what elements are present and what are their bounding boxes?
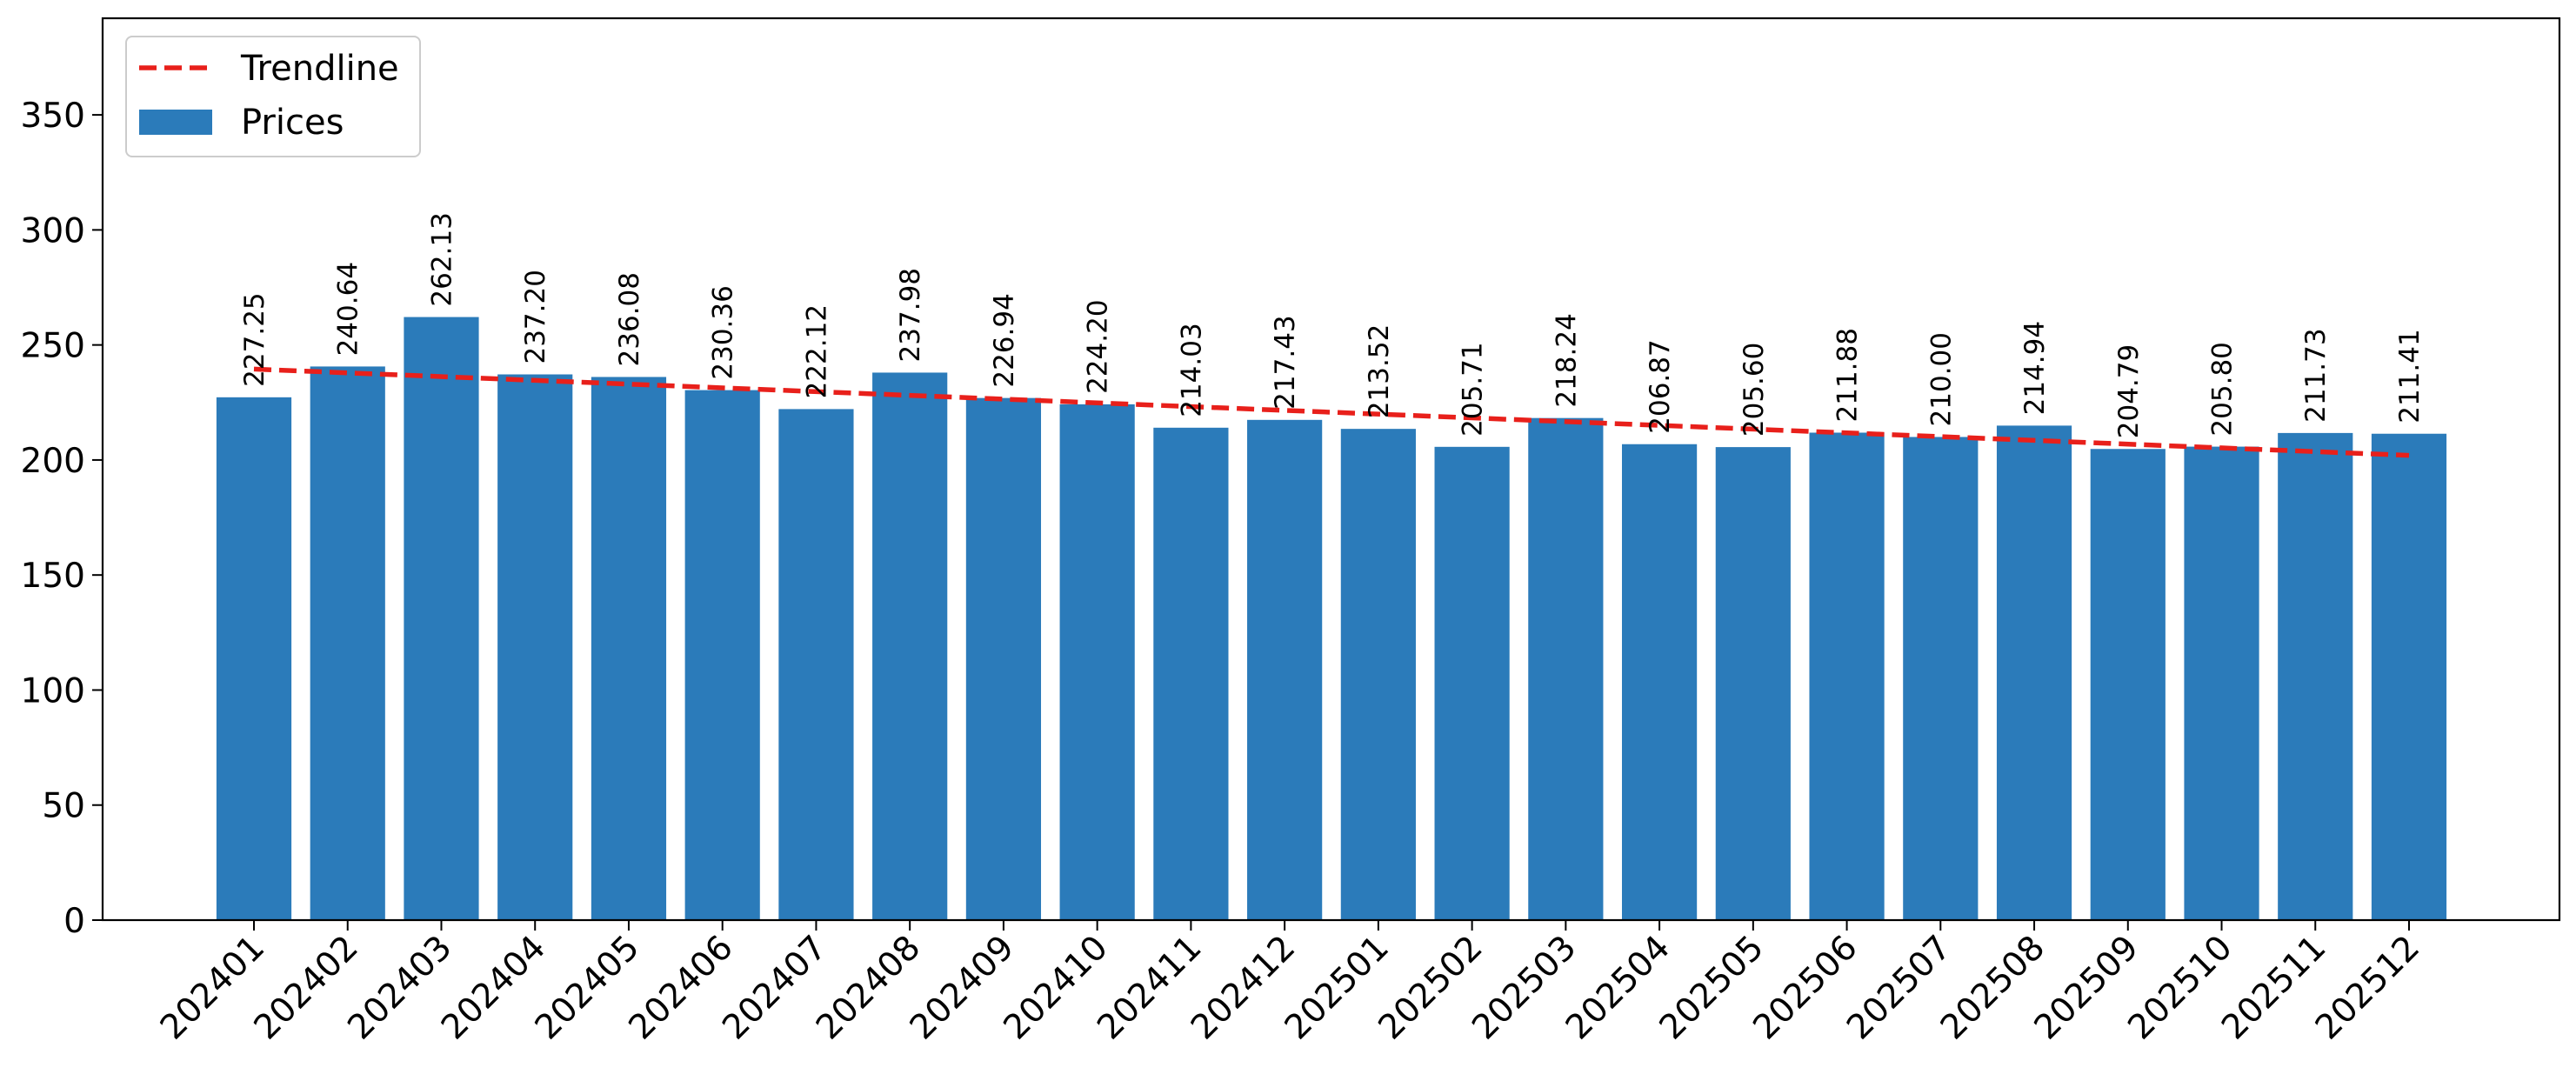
legend-swatch-prices [139,110,212,135]
x-tick-label: 202505 [1652,928,1772,1047]
x-tick-label: 202404 [434,928,553,1047]
y-tick-label: 150 [21,557,85,596]
x-tick-label: 202408 [809,928,928,1047]
bar-202502 [1434,446,1510,920]
data-label-202409: 226.94 [989,293,1020,387]
x-tick-label: 202512 [2308,928,2427,1047]
y-tick-label: 250 [21,327,85,366]
x-tick-label: 202504 [1558,928,1678,1047]
bar-202411 [1153,427,1229,920]
data-label-202407: 222.12 [801,304,832,398]
trendline-layer [253,366,2410,458]
x-tick-label: 202508 [1933,928,2052,1047]
x-tick-label: 202507 [1839,928,1959,1047]
data-label-202412: 217.43 [1270,315,1301,409]
bar-202507 [1903,437,1979,920]
bar-202407 [778,409,854,920]
data-label-202512: 211.41 [2394,329,2426,423]
bar-202406 [684,390,760,921]
bar-202405 [591,377,667,920]
data-label-202505: 205.60 [1738,343,1770,437]
x-tick-label: 202403 [340,928,459,1047]
data-label-202508: 214.94 [2019,321,2051,415]
x-tick-label: 202410 [997,928,1116,1047]
x-tick-label: 202411 [1090,928,1209,1047]
data-label-202408: 237.98 [895,268,926,362]
bar-202501 [1340,429,1416,920]
bar-202505 [1715,447,1791,920]
x-tick-label: 202503 [1465,928,1584,1047]
plot-frame [101,17,2561,922]
bar-202506 [1809,432,1885,920]
data-label-202410: 224.20 [1083,299,1114,393]
x-tick-label: 202511 [2214,928,2333,1047]
bar-202402 [310,366,385,921]
x-tick-label: 202407 [715,928,834,1047]
x-tick-label: 202509 [2027,928,2146,1047]
legend-label-trendline: Trendline [240,49,399,89]
x-tick-label: 202409 [903,928,1022,1047]
bar-202511 [2278,432,2353,921]
data-label-202404: 237.20 [520,270,551,364]
bar-202503 [1528,417,1604,920]
bar-202512 [2371,433,2447,920]
trendline [253,366,2410,458]
bar-202504 [1621,444,1698,921]
x-tick-label: 202506 [1746,928,1865,1047]
bar-202408 [872,372,948,920]
legend: Trendline Prices [125,36,421,157]
data-label-202502: 205.71 [1458,342,1489,436]
data-label-202504: 206.87 [1645,339,1676,433]
x-tick-label: 202502 [1371,928,1491,1047]
x-tick-label: 202412 [1184,928,1303,1047]
data-label-202506: 211.88 [1832,328,1864,422]
bar-202509 [2090,449,2166,920]
data-label-202501: 213.52 [1364,324,1395,418]
y-tick-label: 50 [42,787,85,826]
x-tick-label: 202402 [247,928,366,1047]
y-axis: 0 50 100 150 200 250 300 350 [21,97,103,941]
bar-202409 [965,397,1042,920]
data-label-202507: 210.00 [1925,332,1957,426]
x-tick-label: 202405 [528,928,647,1047]
y-tick-label: 0 [63,902,85,941]
bar-202403 [404,317,479,920]
x-tick-label: 202501 [1278,928,1397,1047]
y-tick-label: 300 [21,211,85,250]
data-label-202411: 214.03 [1176,323,1207,417]
x-tick-label: 202406 [622,928,741,1047]
x-axis: 2024012024022024032024042024052024062024… [153,920,2427,1047]
x-tick-label: 202401 [153,928,272,1047]
legend-label-prices: Prices [241,103,344,143]
data-label-202511: 211.73 [2300,328,2332,422]
data-label-202403: 262.13 [426,212,457,306]
y-tick-label: 200 [21,442,85,481]
bar-202404 [497,374,573,921]
bar-202510 [2184,446,2259,920]
bar-202508 [1996,425,2072,920]
y-tick-label: 350 [21,97,85,136]
data-label-202406: 230.36 [708,285,739,379]
bars-layer [216,317,2447,921]
bar-202412 [1247,419,1323,920]
data-label-202402: 240.64 [333,262,364,356]
data-label-202509: 204.79 [2113,344,2145,438]
y-tick-label: 100 [21,671,85,711]
data-label-202401: 227.25 [239,292,270,386]
data-label-202510: 205.80 [2207,342,2239,436]
bar-202401 [216,397,292,920]
data-labels-layer: 227.25 240.64 262.13 237.20 236.08 230.36 222.… [239,212,2426,438]
data-label-202503: 218.24 [1551,313,1582,407]
data-label-202405: 236.08 [614,272,645,366]
x-tick-label: 202510 [2120,928,2239,1047]
bar-202410 [1059,404,1135,920]
